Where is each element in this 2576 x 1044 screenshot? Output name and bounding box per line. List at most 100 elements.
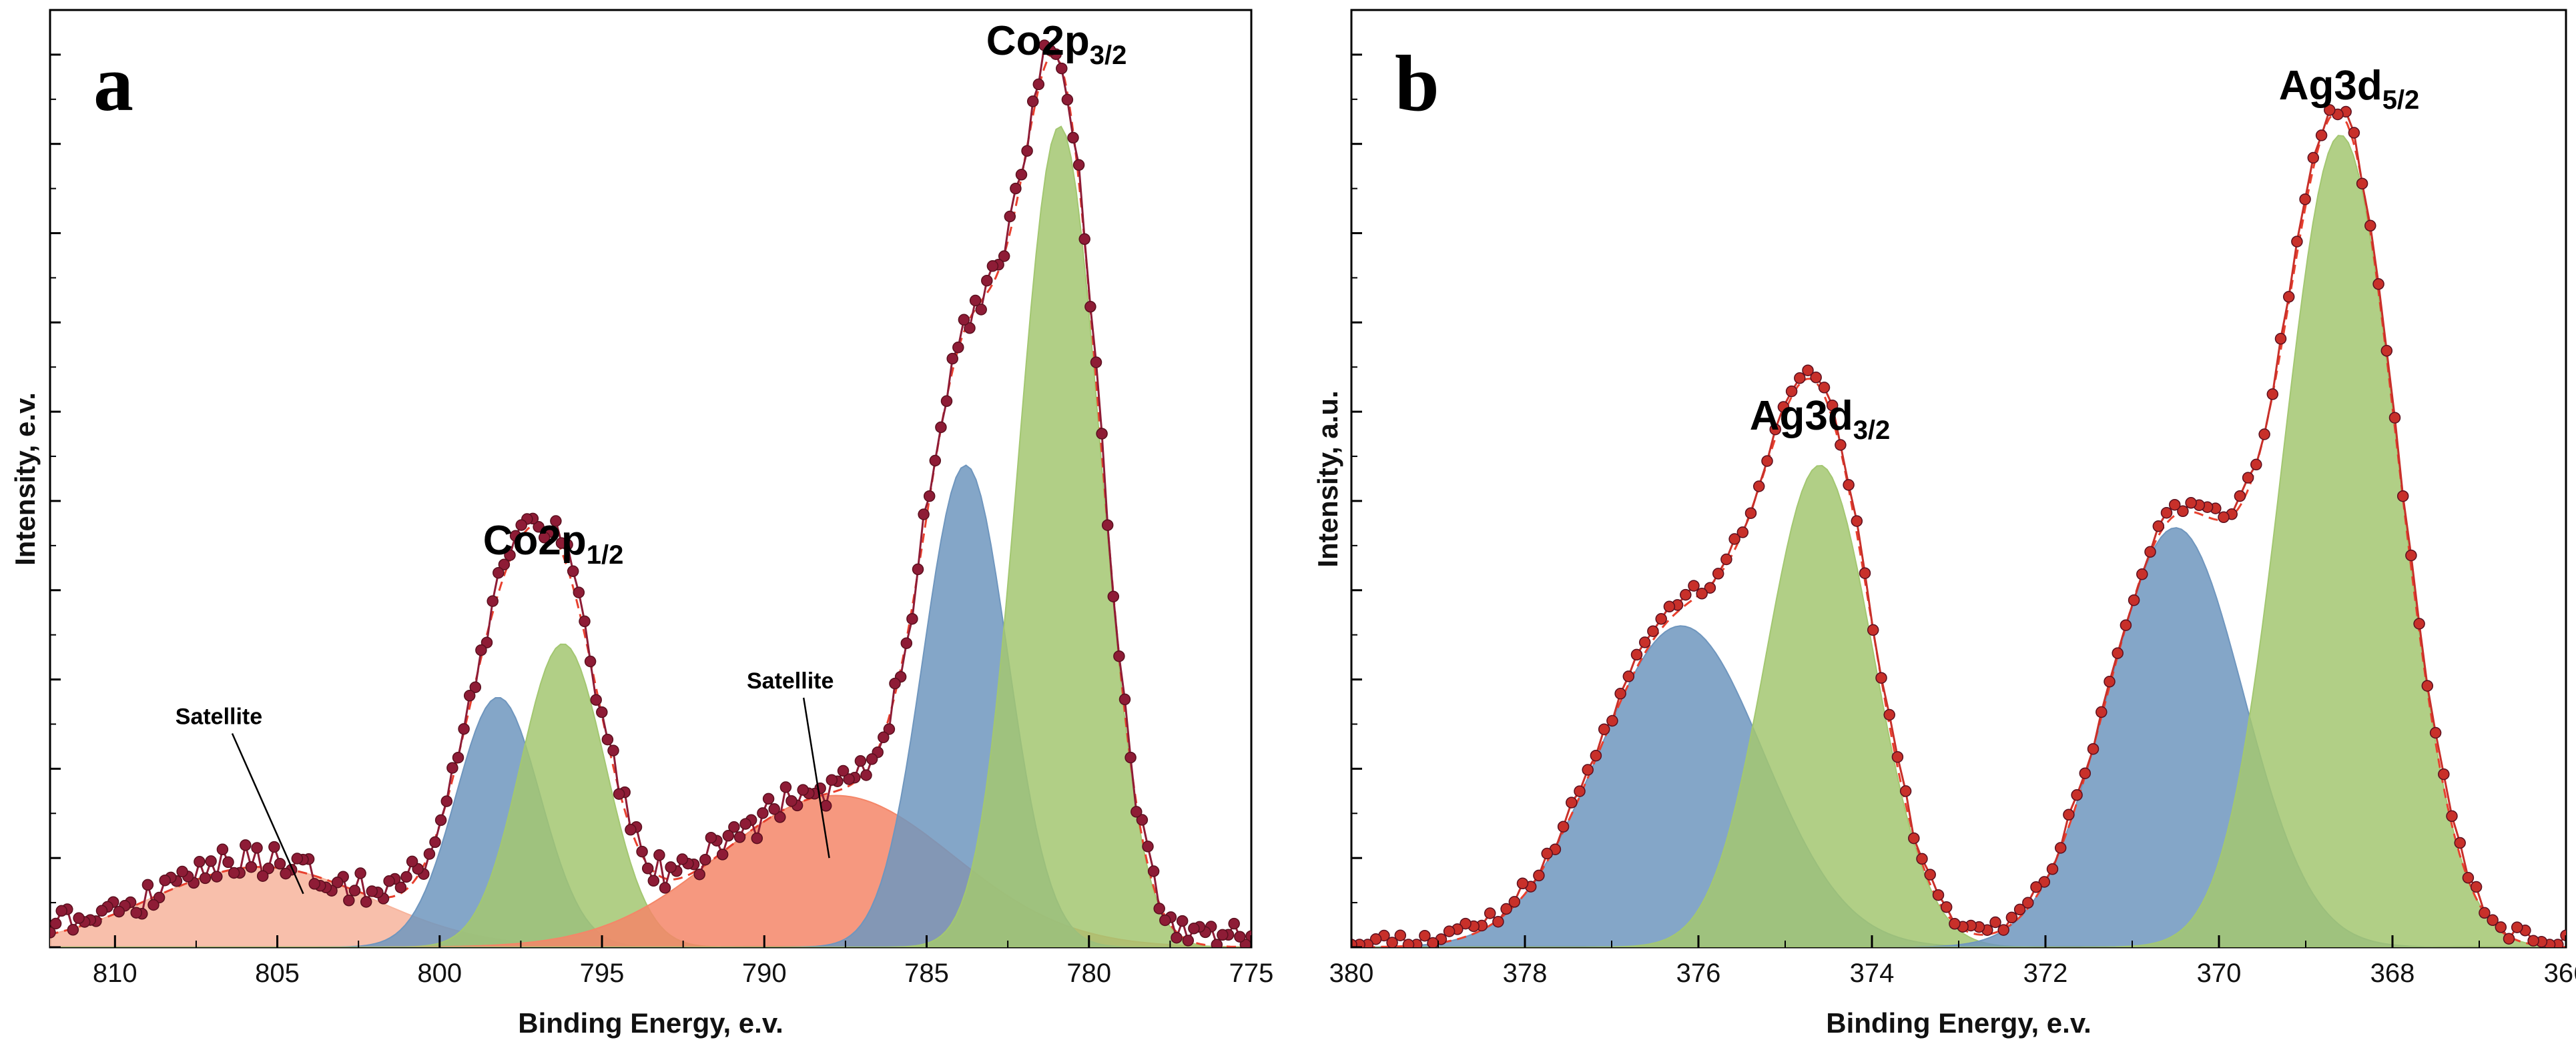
panel-a-data-point: [113, 905, 125, 918]
panel-a-data-point: [567, 565, 579, 578]
panel-a-data-point: [308, 878, 320, 890]
panel-a-data-point: [228, 867, 240, 879]
panel-a-data-point: [434, 814, 447, 827]
panel-a-data-point: [860, 769, 872, 781]
panel-a-data-point: [550, 515, 562, 527]
panel-a-data-point: [498, 558, 511, 570]
panel-b-data-point: [1940, 901, 1953, 913]
panel-b-data-point: [2380, 345, 2393, 357]
panel-a-x-tick-label: 790: [742, 959, 787, 988]
panel-a-data-point: [986, 260, 999, 272]
panel-b-data-point: [1769, 423, 1781, 436]
panel-a-data-point: [1176, 915, 1189, 927]
panel-b-data-point: [2104, 676, 2116, 688]
panel-a-data-point: [440, 795, 453, 807]
panel-a-data-point: [1211, 939, 1223, 947]
panel-b-x-tick-label: 372: [2023, 959, 2068, 988]
panel-b-data-point: [2168, 498, 2181, 511]
panel-a-data-point: [981, 274, 993, 287]
panel-b-data-point: [1680, 588, 1692, 601]
panel-a-data-point: [515, 519, 527, 531]
panel-b-x-tick-label: 378: [1503, 959, 1548, 988]
panel-b-data-point: [2503, 933, 2515, 945]
panel-b-data-point: [2315, 129, 2328, 141]
panel-b-data-point: [2005, 911, 2018, 924]
panel-a-data-point: [722, 830, 735, 842]
panel-a-data-point: [331, 877, 344, 889]
panel-b-data-point: [1826, 400, 1839, 412]
panel-b-data-point: [1696, 588, 1708, 600]
panel-a-data-point: [579, 615, 591, 628]
panel-b-data-point: [1704, 582, 1716, 594]
panel-a-data-point: [343, 895, 355, 907]
panel-b-data-point: [1402, 939, 1415, 947]
panel-b-component-3: [1351, 135, 2566, 947]
panel-a-data-point: [952, 342, 964, 354]
panel-b-data-point: [2372, 278, 2384, 290]
panel-a-x-tick-label: 775: [1229, 959, 1274, 988]
panel-a-label-sat1: Satellite: [176, 704, 262, 729]
panel-b-data-point: [2421, 680, 2434, 692]
panel-b-data-point: [2112, 647, 2124, 659]
panel-a-data-point: [1245, 930, 1251, 942]
panel-a-data-point: [739, 818, 751, 830]
panel-a-data-point: [1032, 78, 1045, 91]
panel-a-x-tick-label: 785: [904, 959, 949, 988]
panel-a-x-tick-label: 805: [255, 959, 300, 988]
panel-a-data-point: [1072, 159, 1085, 171]
panel-b-data-point: [2396, 490, 2409, 502]
panel-a-data-point: [774, 811, 786, 823]
panel-a-data-point: [1078, 233, 1090, 245]
panel-a-x-tick-label: 810: [93, 959, 137, 988]
panel-b-data-point: [1728, 533, 1740, 545]
panel-a-data-point: [929, 454, 942, 467]
panel-a-data-point: [222, 856, 234, 869]
panel-a-data-point: [1038, 39, 1050, 51]
panel-b-data-point: [2160, 506, 2173, 519]
panel-a-data-point: [1142, 841, 1154, 853]
panel-a-data-point: [1084, 301, 1096, 313]
panel-b-data-point: [1899, 785, 1912, 797]
panel-b-data-point: [1785, 385, 1798, 398]
panel-b-data-point: [1541, 847, 1553, 860]
panel-a-data-point: [573, 586, 585, 598]
panel-a-data-point: [1090, 356, 1102, 368]
panel-b-data-point: [1712, 568, 1724, 580]
panel-b-data-point: [1614, 688, 1626, 700]
panel-a-x-tick-label: 800: [417, 959, 462, 988]
panel-b-data-point: [1932, 889, 1945, 901]
panel-a-x-axis-title: Binding Energy, e.v.: [518, 1007, 783, 1039]
panel-b-data-point: [1802, 364, 1814, 376]
panel-b-data-point: [1655, 613, 1667, 625]
panel-a-data-point: [1171, 931, 1183, 944]
panel-a-data-point: [400, 871, 412, 883]
panel-a-data-point: [636, 845, 648, 858]
panel-b-data-point: [2299, 193, 2311, 205]
panel-a-data-point: [95, 905, 108, 917]
panel-b-data-point: [1598, 723, 1610, 735]
panel-b-x-tick-label: 374: [1850, 959, 1895, 988]
panel-a-data-point: [141, 879, 154, 891]
panel-b-data-point: [2152, 520, 2165, 532]
panel-a-data-point: [590, 694, 602, 706]
panel-a-data-point: [883, 723, 896, 735]
panel-b-data-point: [2364, 219, 2376, 232]
panel-b-data-point: [2030, 881, 2042, 893]
panel-a-data-point: [659, 882, 671, 894]
panel-a-data-point: [211, 871, 223, 883]
panel-a-data-point: [493, 566, 505, 579]
panel-b-data-point: [2487, 914, 2499, 927]
panel-a-data-point: [360, 896, 372, 908]
panel-a-data-point: [1021, 145, 1033, 157]
panel-b-data-point: [1777, 401, 1790, 413]
panel-a-label-co2p32: Co2p3/2: [986, 18, 1127, 70]
panel-a-data-point: [463, 690, 476, 702]
panel-b-x-axis-title: Binding Energy, e.v.: [1826, 1007, 2091, 1039]
panel-b-data-point: [1867, 624, 1879, 636]
panel-b-data-point: [1630, 648, 1643, 661]
panel-a-data-point: [797, 784, 809, 796]
panel-a-x-tick-label: 795: [580, 959, 625, 988]
panel-b-data-point: [1736, 526, 1749, 538]
panel-a-data-point: [366, 885, 378, 897]
